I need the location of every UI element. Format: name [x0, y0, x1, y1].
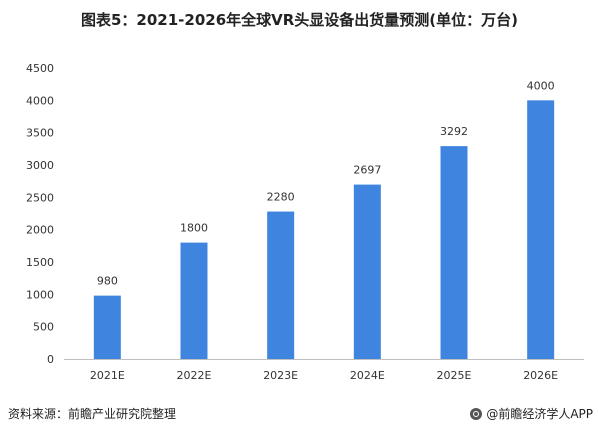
- y-tick-label: 3000: [26, 159, 54, 172]
- bar: [267, 211, 295, 359]
- bar: [440, 146, 468, 359]
- y-tick-label: 500: [33, 321, 54, 334]
- x-tick-label: 2026E: [523, 369, 558, 382]
- y-tick-label: 4000: [26, 94, 54, 107]
- y-tick-label: 2000: [26, 224, 54, 237]
- bar-value-label: 1800: [180, 222, 208, 235]
- bar-value-label: 2280: [267, 191, 295, 204]
- x-tick-label: 2023E: [263, 369, 298, 382]
- y-axis: 0 500 1000 1500 2000 2500 3000 3500 4000 4500: [26, 62, 54, 366]
- bar: [180, 242, 208, 359]
- y-tick-label: 2500: [26, 191, 54, 204]
- source-note: 资料来源：前瞻产业研究院整理: [8, 407, 177, 421]
- x-tick-label: 2022E: [177, 369, 212, 382]
- bar-value-label: 3292: [440, 125, 468, 138]
- y-tick-label: 0: [47, 353, 54, 366]
- bar-series: [93, 100, 555, 359]
- bar: [93, 295, 121, 359]
- x-tick-label: 2025E: [437, 369, 472, 382]
- bar: [353, 184, 381, 359]
- y-tick-label: 4500: [26, 62, 54, 75]
- bar-value-label: 4000: [527, 79, 555, 92]
- y-tick-label: 3500: [26, 127, 54, 140]
- bar: [527, 100, 555, 359]
- y-tick-label: 1000: [26, 288, 54, 301]
- x-axis: 2021E 2022E 2023E 2024E 2025E 2026E: [64, 359, 584, 382]
- bar-value-label: 2697: [353, 164, 381, 177]
- brand-logo-icon: [470, 407, 483, 420]
- y-tick-label: 1500: [26, 256, 54, 269]
- data-labels: 980 1800 2280 2697 3292 4000: [97, 79, 555, 287]
- x-tick-label: 2021E: [90, 369, 125, 382]
- credit-note: @前瞻经济学人APP: [470, 405, 593, 422]
- credit-text: @前瞻经济学人APP: [486, 407, 593, 421]
- bar-value-label: 980: [97, 275, 118, 288]
- chart-title: 图表5：2021-2026年全球VR头显设备出货量预测(单位：万台): [80, 11, 519, 29]
- x-tick-label: 2024E: [350, 369, 385, 382]
